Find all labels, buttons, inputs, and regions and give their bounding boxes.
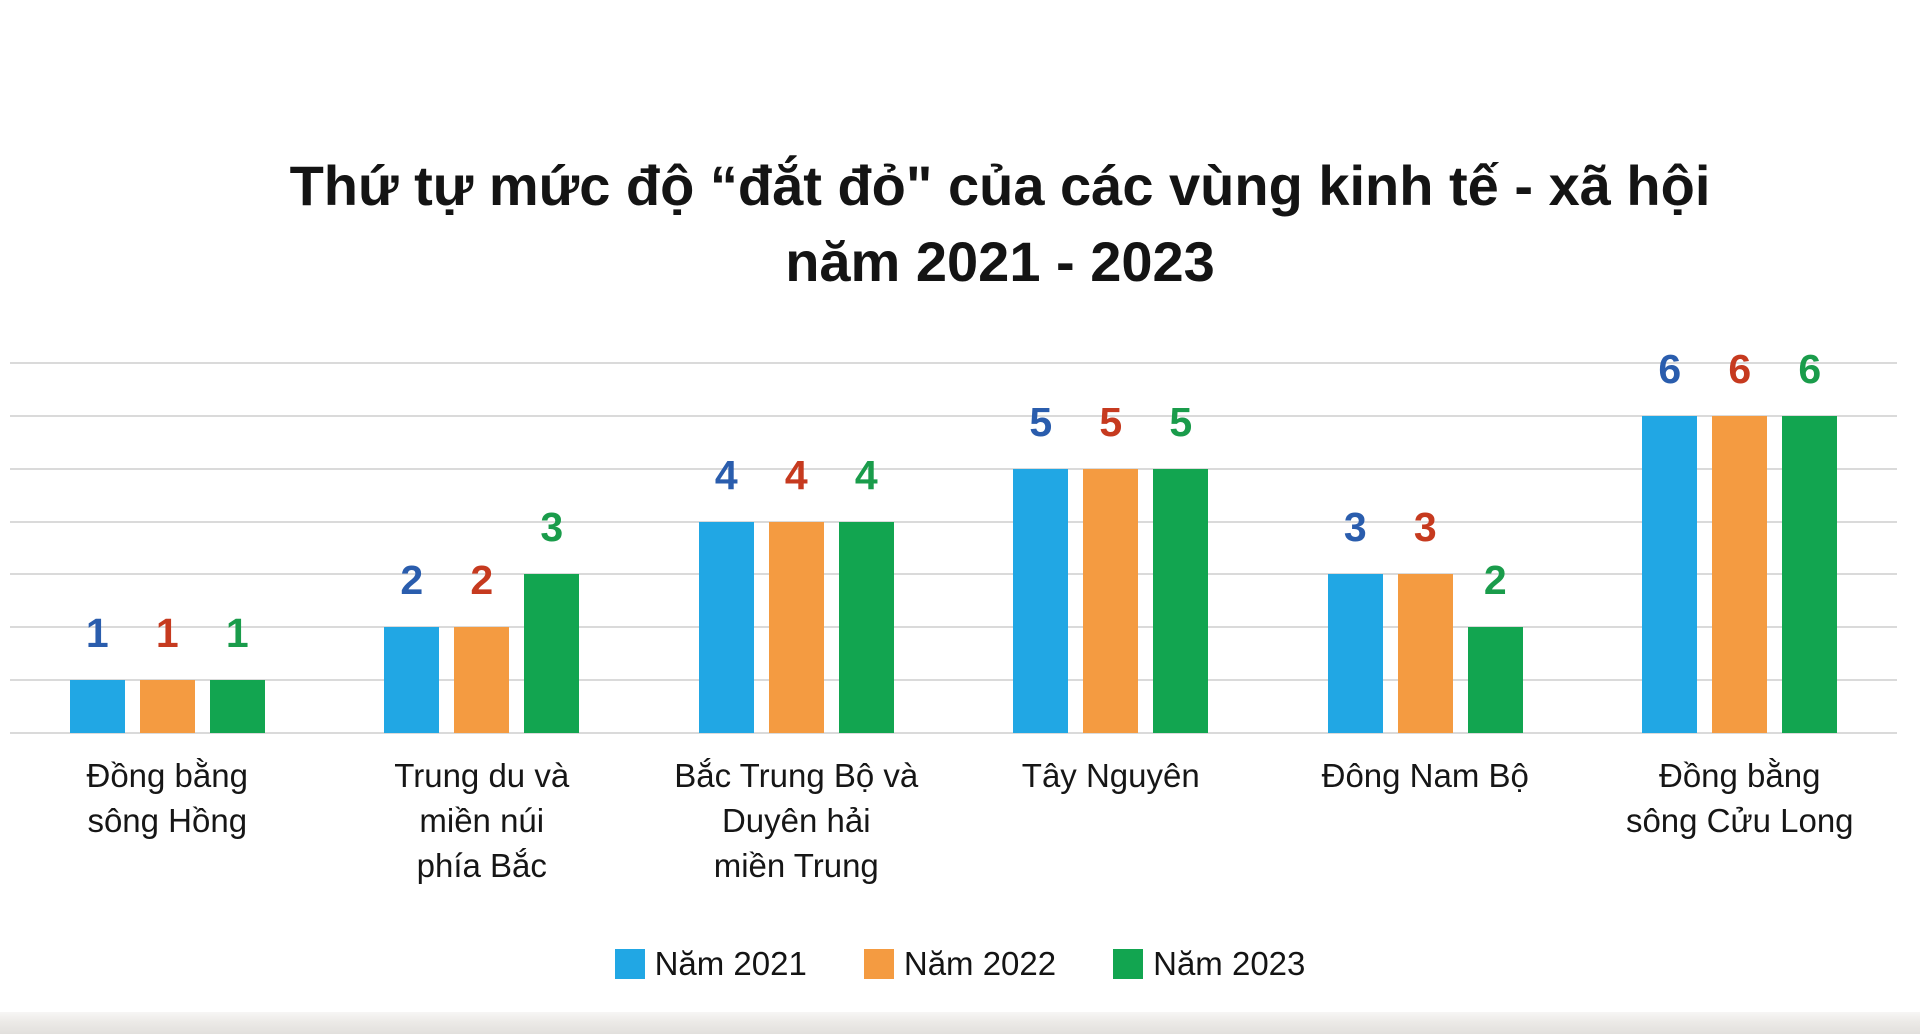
legend-swatch <box>863 949 894 979</box>
gridline <box>10 467 1897 470</box>
legend-label: Năm 2023 <box>1153 945 1306 982</box>
legend-swatch <box>614 949 645 979</box>
gridline <box>10 362 1897 364</box>
value-label: 6 <box>1658 345 1682 392</box>
value-label: 5 <box>1029 398 1053 445</box>
bar-nam-2023-tay-nguyen <box>1153 468 1209 733</box>
value-label: 4 <box>854 451 878 498</box>
x-axis-label: Đồng bằng sông Cửu Long <box>1625 757 1854 839</box>
chart-title: Thứ tự mức độ “đắt đỏ" của các vùng kinh… <box>80 148 1920 300</box>
bar-nam-2023-ong-bang <box>209 680 265 733</box>
value-label: 1 <box>85 610 109 657</box>
value-label: 1 <box>225 610 249 657</box>
bar-nam-2023-bac-trung-bo-va <box>838 521 894 733</box>
legend-item-nam-2022: Năm 2022 <box>863 940 1057 988</box>
gridline <box>10 414 1897 417</box>
bar-nam-2023-ong-nam-bo <box>1467 627 1523 733</box>
bar-nam-2021-tay-nguyen <box>1013 468 1069 733</box>
legend-label: Năm 2021 <box>654 945 807 982</box>
bar-nam-2021-ong-bang <box>1642 415 1698 733</box>
value-label: 2 <box>400 557 424 604</box>
value-label: 6 <box>1728 345 1752 392</box>
value-label: 4 <box>784 451 808 498</box>
bottom-edge-strip <box>0 1012 1920 1034</box>
x-axis-label: Bắc Trung Bộ và Duyên hải miền Trung <box>674 757 919 884</box>
chart-title-line1: Thứ tự mức độ “đắt đỏ" của các vùng kinh… <box>289 154 1711 217</box>
bar-nam-2021-trung-du-va <box>384 627 440 733</box>
value-label: 5 <box>1169 398 1193 445</box>
bar-nam-2022-bac-trung-bo-va <box>768 521 824 733</box>
bar-nam-2022-ong-bang <box>139 680 195 733</box>
bar-nam-2021-bac-trung-bo-va <box>698 521 754 733</box>
value-label: 5 <box>1099 398 1123 445</box>
value-label: 4 <box>714 451 738 498</box>
x-axis-label: Tây Nguyên <box>1021 757 1200 794</box>
x-axis-label: Đồng bằng sông Hồng <box>86 757 248 839</box>
value-label: 2 <box>1483 557 1507 604</box>
bar-nam-2021-ong-bang <box>69 680 125 733</box>
value-label: 1 <box>155 610 179 657</box>
x-axis-label: Đông Nam Bộ <box>1321 757 1529 794</box>
legend-item-nam-2023: Năm 2023 <box>1113 940 1305 988</box>
value-label: 3 <box>1413 504 1437 551</box>
bar-nam-2022-tay-nguyen <box>1083 468 1139 733</box>
x-axis-label: Trung du và miền núi phía Bắc <box>394 757 570 884</box>
value-label: 3 <box>1343 504 1367 551</box>
gridline <box>10 573 1897 576</box>
bar-nam-2023-trung-du-va <box>524 574 580 733</box>
value-label: 3 <box>540 504 564 551</box>
bar-nam-2021-ong-nam-bo <box>1327 574 1383 733</box>
legend-label: Năm 2022 <box>903 945 1057 982</box>
gridline <box>10 520 1897 523</box>
legend-swatch <box>1113 949 1144 979</box>
gridline <box>10 679 1897 682</box>
value-label: 2 <box>470 557 494 604</box>
bar-nam-2022-ong-bang <box>1712 415 1768 733</box>
gridline <box>10 732 1897 734</box>
gridline <box>10 626 1897 629</box>
chart-legend: Năm 2021 Năm 2022 Năm 2023 <box>0 940 1920 988</box>
chart-title-line2: năm 2021 - 2023 <box>785 230 1215 293</box>
bar-nam-2023-ong-bang <box>1782 415 1838 733</box>
legend-item-nam-2021: Năm 2021 <box>614 940 807 988</box>
bar-nam-2022-ong-nam-bo <box>1397 574 1453 733</box>
value-label: 6 <box>1798 345 1822 392</box>
bar-nam-2022-trung-du-va <box>454 627 510 733</box>
